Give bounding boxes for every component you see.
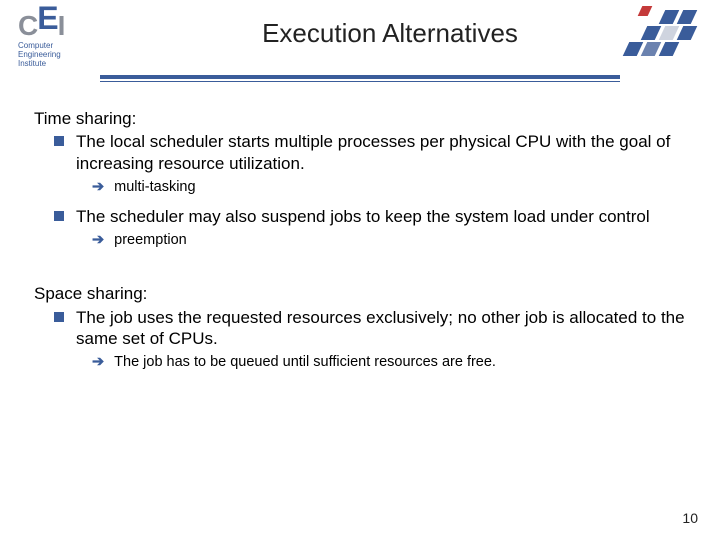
logo: CEI Computer Engineering Institute — [18, 8, 98, 68]
logo-text: CEI — [18, 8, 98, 40]
section-heading-space: Space sharing: — [34, 283, 686, 304]
arrow-icon: ➔ — [92, 353, 104, 371]
bullet-text: The job has to be queued until sufficien… — [114, 353, 496, 371]
logo-letter-i: I — [58, 10, 65, 41]
square-bullet-icon — [54, 211, 64, 221]
logo-sub-line: Institute — [18, 60, 98, 69]
slide-title: Execution Alternatives — [20, 10, 700, 49]
bullet-level1: The job uses the requested resources exc… — [34, 307, 686, 350]
title-rule — [100, 75, 620, 82]
corner-decoration — [612, 6, 702, 61]
section-heading-time: Time sharing: — [34, 108, 686, 129]
bullet-text: preemption — [114, 231, 187, 249]
bullet-level1: The scheduler may also suspend jobs to k… — [34, 206, 686, 227]
slide-body: Time sharing: The local scheduler starts… — [0, 82, 720, 371]
bullet-text: The local scheduler starts multiple proc… — [76, 131, 686, 174]
logo-letter-e: E — [37, 0, 57, 36]
bullet-level1: The local scheduler starts multiple proc… — [34, 131, 686, 174]
bullet-text: The job uses the requested resources exc… — [76, 307, 686, 350]
square-bullet-icon — [54, 136, 64, 146]
bullet-text: The scheduler may also suspend jobs to k… — [76, 206, 650, 227]
square-bullet-icon — [54, 312, 64, 322]
arrow-icon: ➔ — [92, 178, 104, 196]
arrow-icon: ➔ — [92, 231, 104, 249]
bullet-level2: ➔ preemption — [34, 231, 686, 249]
logo-subtitle: Computer Engineering Institute — [18, 42, 98, 68]
logo-letter-c: C — [18, 10, 37, 41]
page-number: 10 — [682, 510, 698, 526]
bullet-text: multi-tasking — [114, 178, 195, 196]
slide-header: CEI Computer Engineering Institute Execu… — [0, 0, 720, 75]
bullet-level2: ➔ The job has to be queued until suffici… — [34, 353, 686, 371]
bullet-level2: ➔ multi-tasking — [34, 178, 686, 196]
